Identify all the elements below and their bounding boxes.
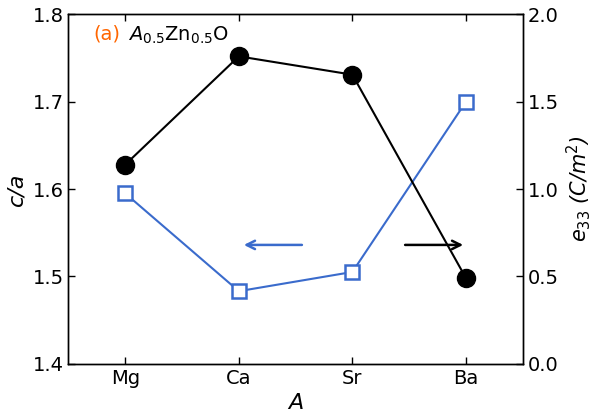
- X-axis label: A: A: [288, 393, 303, 413]
- Y-axis label: $e_{33}$ (C/m$^2$): $e_{33}$ (C/m$^2$): [564, 136, 593, 242]
- Text: $A_{0.5}{\rm Zn}_{0.5}{\rm O}$: $A_{0.5}{\rm Zn}_{0.5}{\rm O}$: [128, 25, 229, 46]
- Text: (a): (a): [94, 25, 121, 44]
- Y-axis label: c/a: c/a: [7, 172, 27, 206]
